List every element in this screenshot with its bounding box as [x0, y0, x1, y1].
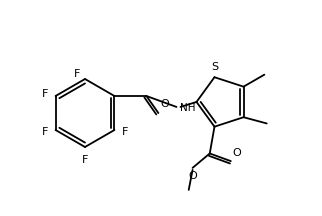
Text: F: F	[82, 155, 88, 165]
Text: F: F	[42, 89, 49, 99]
Text: F: F	[42, 127, 49, 137]
Text: S: S	[211, 62, 218, 72]
Text: O: O	[160, 99, 169, 109]
Text: NH: NH	[180, 103, 195, 113]
Text: O: O	[233, 148, 242, 158]
Text: O: O	[188, 171, 197, 181]
Text: F: F	[74, 69, 80, 79]
Text: F: F	[121, 127, 128, 137]
